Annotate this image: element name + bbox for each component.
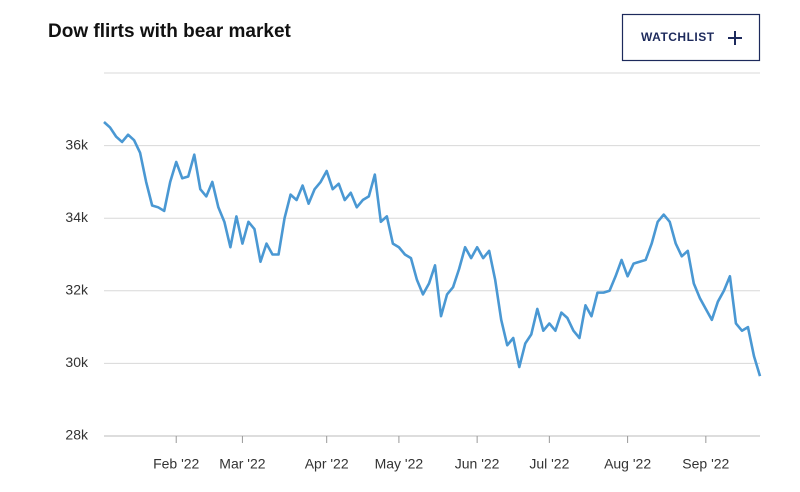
watchlist-button[interactable]: WATCHLIST bbox=[621, 13, 761, 62]
x-tick-label: May '22 bbox=[375, 456, 424, 472]
button-label[interactable]: WATCHLIST bbox=[641, 30, 715, 44]
x-tick-label: Jun '22 bbox=[455, 456, 500, 472]
plus-icon[interactable] bbox=[728, 31, 742, 45]
y-tick-label: 28k bbox=[65, 427, 89, 443]
x-tick-label: Apr '22 bbox=[305, 456, 349, 472]
chart-title: Dow flirts with bear market bbox=[48, 21, 292, 42]
y-tick-label: 34k bbox=[65, 209, 89, 225]
y-tick-label: 30k bbox=[65, 354, 89, 370]
x-tick-label: Aug '22 bbox=[604, 456, 651, 472]
y-tick-label: 32k bbox=[65, 282, 89, 298]
y-tick-label: 36k bbox=[65, 136, 89, 152]
x-tick-label: Sep '22 bbox=[682, 456, 729, 472]
x-tick-label: Mar '22 bbox=[219, 456, 265, 472]
price-line bbox=[103, 121, 762, 377]
x-tick-label: Feb '22 bbox=[153, 456, 199, 472]
x-tick-label: Jul '22 bbox=[529, 456, 569, 472]
